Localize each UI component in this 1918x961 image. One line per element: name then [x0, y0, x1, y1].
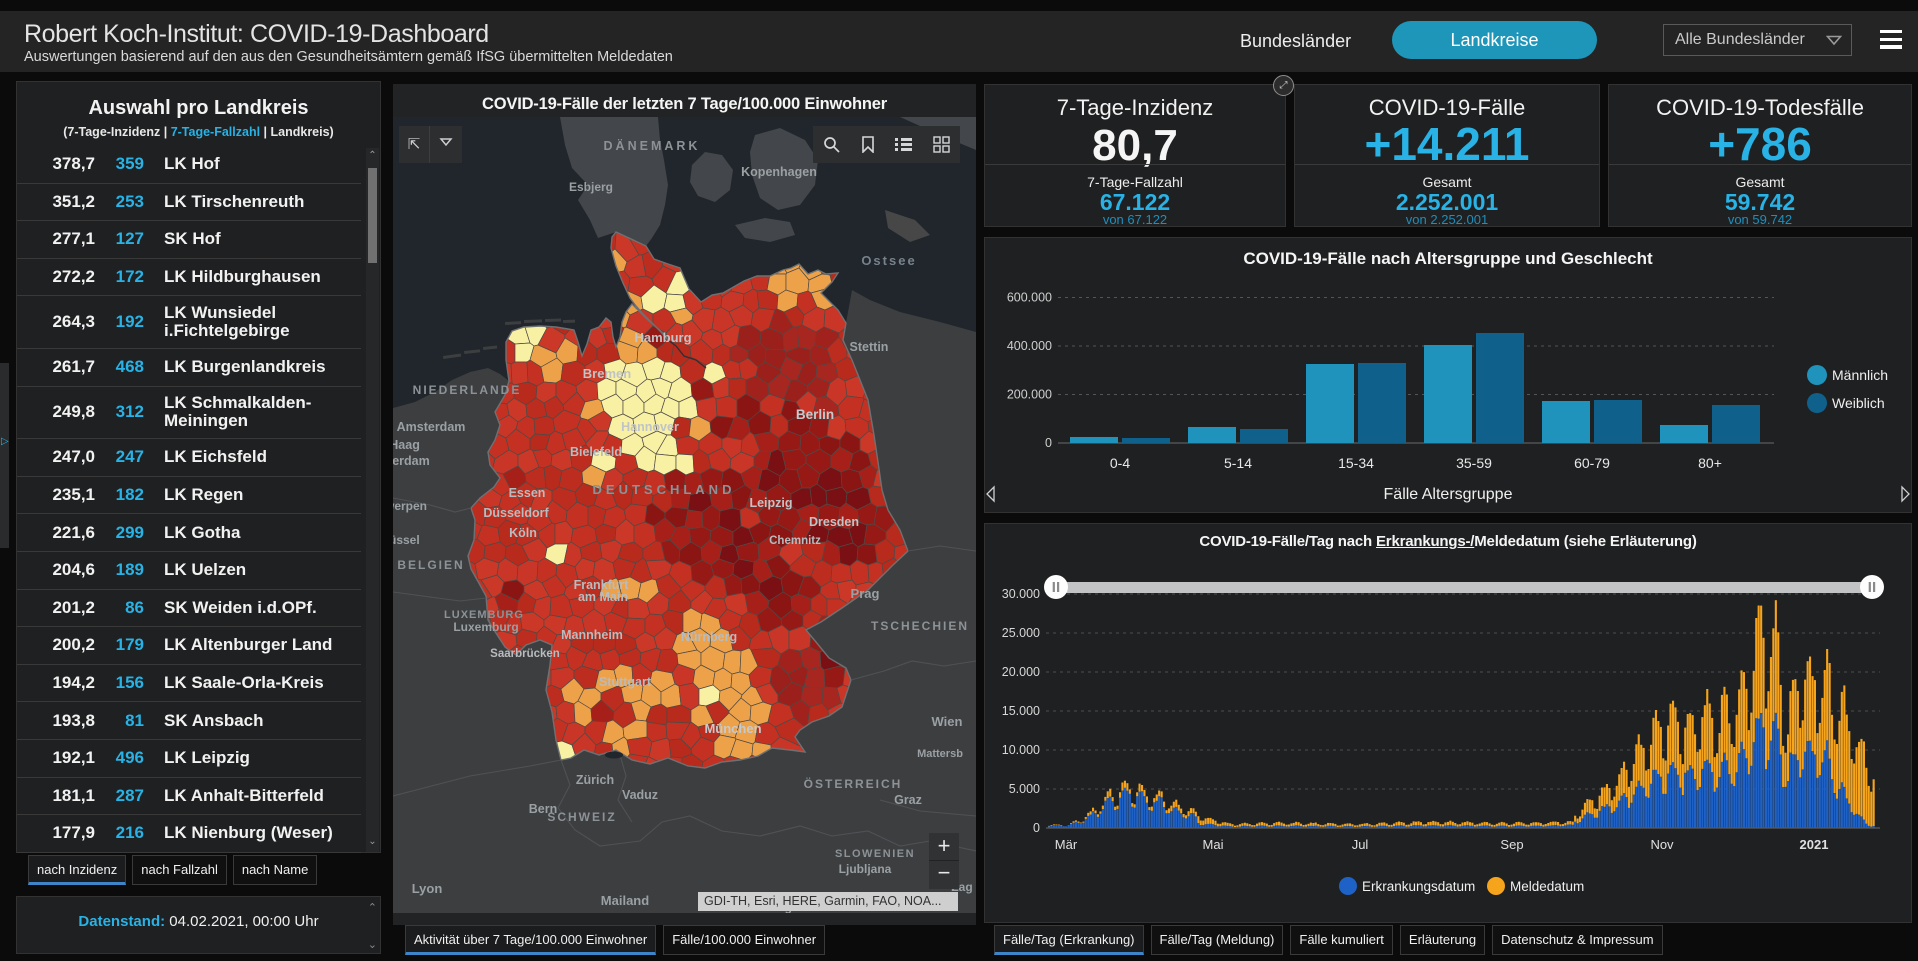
svg-text:Nürnberg: Nürnberg: [681, 630, 737, 644]
svg-text:rüssel: rüssel: [393, 533, 420, 547]
svg-text:Jul: Jul: [1352, 837, 1369, 852]
svg-text:Essen: Essen: [509, 486, 546, 500]
svg-text:Mär: Mär: [1055, 837, 1078, 852]
svg-text:TSCHECHIEN: TSCHECHIEN: [871, 619, 969, 633]
svg-text:Sep: Sep: [1500, 837, 1523, 852]
svg-text:NIEDERLANDE: NIEDERLANDE: [413, 383, 522, 397]
svg-text:80+: 80+: [1698, 455, 1722, 471]
svg-text:Saarbrücken: Saarbrücken: [490, 648, 560, 660]
svg-text:Ljubljana: Ljubljana: [839, 862, 892, 876]
svg-text:60-79: 60-79: [1574, 455, 1610, 471]
svg-text:BELGIEN: BELGIEN: [397, 558, 464, 572]
svg-text:Bern: Bern: [529, 802, 557, 816]
svg-text:SLOWENIEN: SLOWENIEN: [835, 848, 915, 860]
svg-text:Lyon: Lyon: [412, 881, 443, 896]
svg-text:20.000: 20.000: [1002, 665, 1040, 679]
svg-text:Kopenhagen: Kopenhagen: [741, 165, 817, 179]
svg-text:30.000: 30.000: [1002, 587, 1040, 601]
svg-text:Fälle Altersgruppe: Fälle Altersgruppe: [1384, 486, 1513, 503]
svg-text:25.000: 25.000: [1002, 626, 1040, 640]
svg-text:SCHWEIZ: SCHWEIZ: [547, 810, 616, 824]
svg-text:Meldedatum: Meldedatum: [1510, 879, 1584, 894]
svg-text:n Haag: n Haag: [393, 438, 420, 452]
svg-text:am Main: am Main: [578, 590, 628, 604]
svg-text:Leipzig: Leipzig: [749, 496, 792, 510]
svg-text:Hannover: Hannover: [621, 420, 679, 434]
svg-text:Bielefeld: Bielefeld: [570, 445, 622, 459]
svg-text:Graz: Graz: [894, 793, 922, 807]
svg-text:Ostsee: Ostsee: [861, 253, 916, 268]
svg-text:Dresden: Dresden: [809, 515, 859, 529]
svg-text:Wien: Wien: [932, 714, 963, 729]
svg-text:Chemnitz: Chemnitz: [769, 535, 821, 547]
svg-text:Mailand: Mailand: [601, 893, 649, 908]
svg-text:Luxemburg: Luxemburg: [453, 620, 518, 634]
svg-text:otterdam: otterdam: [393, 454, 430, 468]
svg-text:Mai: Mai: [1203, 837, 1224, 852]
svg-text:Erkrankungsdatum: Erkrankungsdatum: [1362, 879, 1475, 894]
svg-text:Stuttgart: Stuttgart: [599, 675, 652, 689]
svg-text:twerpen: twerpen: [393, 499, 427, 513]
svg-text:600.000: 600.000: [1007, 291, 1052, 305]
svg-text:Hamburg: Hamburg: [634, 330, 691, 345]
svg-text:Nov: Nov: [1650, 837, 1674, 852]
svg-text:Düsseldorf: Düsseldorf: [483, 506, 549, 520]
svg-text:LUXEMBURG: LUXEMBURG: [444, 609, 524, 621]
svg-text:DÄNEMARK: DÄNEMARK: [604, 138, 701, 153]
svg-text:5.000: 5.000: [1009, 782, 1040, 796]
svg-text:15.000: 15.000: [1002, 704, 1040, 718]
svg-text:35-59: 35-59: [1456, 455, 1492, 471]
svg-text:2021: 2021: [1800, 837, 1829, 852]
svg-text:0: 0: [1033, 821, 1040, 835]
svg-text:0-4: 0-4: [1110, 455, 1130, 471]
svg-text:Esbjerg: Esbjerg: [569, 180, 613, 194]
svg-text:Berlin: Berlin: [796, 407, 834, 422]
svg-text:15-34: 15-34: [1338, 455, 1374, 471]
svg-text:Männlich: Männlich: [1832, 367, 1888, 383]
svg-text:0: 0: [1045, 436, 1052, 450]
svg-text:10.000: 10.000: [1002, 743, 1040, 757]
svg-text:Mattersb: Mattersb: [917, 748, 963, 760]
svg-text:Weiblich: Weiblich: [1832, 395, 1885, 411]
svg-text:Stettin: Stettin: [850, 340, 889, 354]
svg-text:Vaduz: Vaduz: [622, 788, 658, 802]
svg-text:5-14: 5-14: [1224, 455, 1252, 471]
svg-text:Amsterdam: Amsterdam: [397, 420, 466, 434]
svg-text:Prag: Prag: [851, 586, 880, 601]
svg-text:200.000: 200.000: [1007, 388, 1052, 402]
svg-text:Mannheim: Mannheim: [561, 628, 623, 642]
svg-text:Köln: Köln: [509, 526, 537, 540]
svg-text:Frankfurt: Frankfurt: [574, 578, 630, 592]
svg-text:DEUTSCHLAND: DEUTSCHLAND: [593, 482, 736, 497]
svg-text:ÖSTERREICH: ÖSTERREICH: [804, 776, 903, 791]
svg-text:München: München: [704, 721, 761, 736]
svg-text:Zürich: Zürich: [576, 773, 614, 787]
svg-text:Bremen: Bremen: [583, 366, 631, 381]
svg-text:400.000: 400.000: [1007, 339, 1052, 353]
